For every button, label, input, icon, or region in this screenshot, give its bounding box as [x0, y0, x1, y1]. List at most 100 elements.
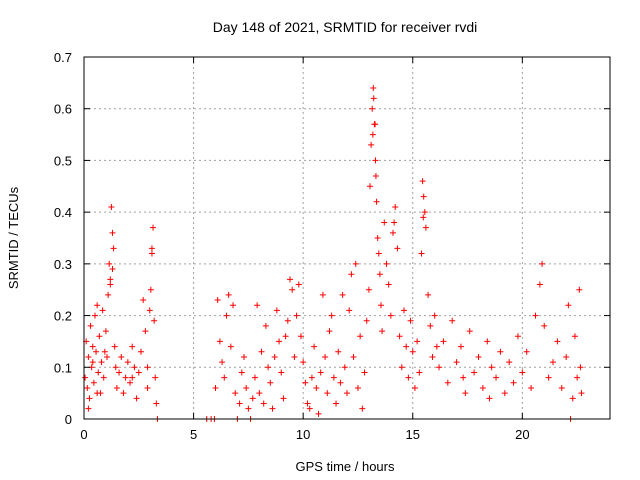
data-point: [411, 384, 418, 391]
grid-layer: [84, 57, 610, 419]
data-point: [122, 374, 129, 381]
data-point: [479, 384, 486, 391]
chart-title: Day 148 of 2021, SRMTID for receiver rvd…: [213, 19, 478, 35]
data-point: [471, 369, 478, 376]
data-points: [82, 85, 585, 422]
data-point: [330, 374, 337, 381]
data-point: [240, 353, 247, 360]
data-point: [363, 317, 370, 324]
data-point: [541, 322, 548, 329]
data-point: [289, 286, 296, 293]
data-point: [365, 286, 372, 293]
y-axis-label: SRMTID / TECUs: [6, 186, 21, 289]
data-point: [514, 333, 521, 340]
data-point: [354, 384, 361, 391]
data-point: [112, 364, 119, 371]
data-point: [337, 379, 344, 386]
y-tick-label: 0.3: [54, 257, 72, 272]
data-point: [304, 400, 311, 407]
data-point: [554, 338, 561, 345]
data-point: [577, 364, 584, 371]
data-point: [420, 214, 427, 221]
data-point: [300, 359, 307, 366]
data-point: [532, 312, 539, 319]
data-point: [144, 364, 151, 371]
data-point: [107, 281, 114, 288]
data-point: [372, 157, 379, 164]
data-point: [273, 307, 280, 314]
data-point: [108, 203, 115, 210]
data-point: [333, 400, 340, 407]
data-point: [232, 390, 239, 397]
data-point: [295, 281, 302, 288]
data-point: [376, 271, 383, 278]
data-point: [243, 384, 250, 391]
data-point: [501, 390, 508, 397]
data-point: [116, 369, 123, 376]
data-point: [249, 395, 256, 402]
data-point: [341, 364, 348, 371]
data-point: [374, 235, 381, 241]
data-point: [129, 343, 136, 350]
data-point: [287, 276, 294, 283]
data-point: [372, 172, 379, 179]
data-point: [148, 250, 155, 257]
data-point: [311, 343, 318, 350]
data-point: [313, 384, 320, 391]
data-point: [102, 328, 109, 335]
data-point: [416, 369, 423, 376]
data-point: [293, 312, 300, 319]
data-point: [84, 384, 91, 391]
data-point: [98, 359, 105, 366]
data-point: [144, 384, 151, 391]
data-point: [379, 328, 386, 335]
data-point: [429, 353, 436, 360]
data-point: [91, 312, 98, 319]
data-point: [284, 317, 291, 324]
data-point: [370, 95, 377, 102]
data-point: [391, 219, 398, 226]
data-point: [373, 198, 380, 205]
data-point: [111, 343, 118, 350]
x-tick-label: 15: [406, 427, 420, 442]
data-point: [308, 374, 315, 381]
data-point: [256, 390, 263, 397]
data-point: [348, 271, 355, 278]
data-point: [462, 390, 469, 397]
data-point: [302, 379, 309, 386]
data-point: [306, 405, 313, 412]
data-point: [271, 353, 278, 360]
data-point: [113, 384, 120, 391]
data-point: [129, 374, 136, 381]
data-point: [488, 364, 495, 371]
data-point: [230, 302, 237, 309]
data-point: [260, 400, 267, 407]
plot-frame: [83, 56, 611, 420]
data-point: [146, 307, 153, 314]
x-tick-label: 5: [190, 427, 197, 442]
data-point: [440, 338, 447, 345]
data-point: [569, 395, 576, 402]
data-point: [418, 250, 425, 257]
data-point: [278, 369, 285, 376]
data-point: [223, 312, 230, 319]
data-point: [486, 395, 493, 402]
data-point: [497, 348, 504, 355]
data-point: [152, 374, 159, 381]
data-point: [109, 266, 116, 273]
data-point: [99, 307, 106, 314]
data-point: [326, 328, 333, 335]
data-point: [396, 333, 403, 340]
data-point: [120, 390, 127, 397]
data-point: [124, 359, 131, 366]
data-point: [322, 353, 329, 360]
data-point: [563, 353, 570, 360]
data-point: [359, 405, 366, 412]
data-point: [131, 364, 138, 371]
data-point: [414, 338, 421, 345]
data-point: [135, 369, 142, 376]
data-point: [95, 369, 102, 376]
data-point: [539, 260, 546, 267]
data-point: [390, 229, 397, 236]
